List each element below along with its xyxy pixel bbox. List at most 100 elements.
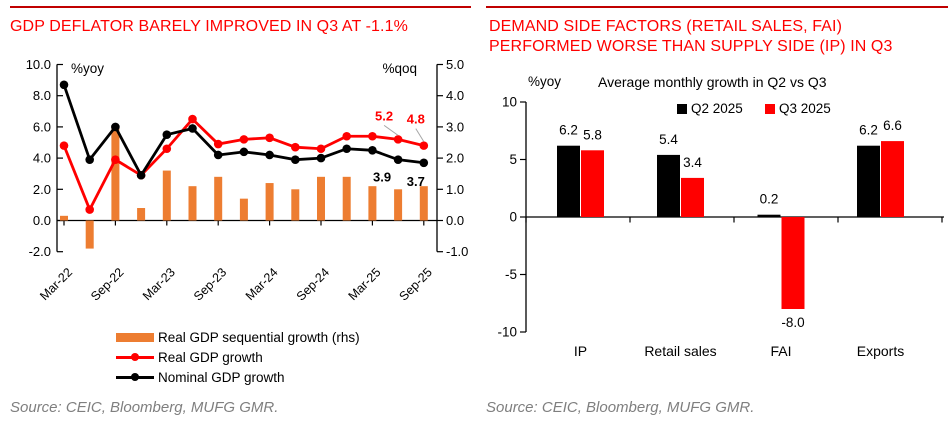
- qoq-bar: [317, 176, 325, 221]
- orange-bar-swatch: [116, 332, 154, 342]
- red-dot-icon: [131, 353, 139, 361]
- x-tick-label: Sep-25: [397, 265, 435, 303]
- legend-item-nominal-gdp: Nominal GDP growth: [116, 367, 360, 387]
- y-tick-label: 0.0: [446, 213, 464, 228]
- data-point: [393, 135, 403, 144]
- x-tick-label: Sep-23: [191, 265, 229, 303]
- y-tick-label: 5.0: [446, 57, 464, 72]
- left-source-note: Source: CEIC, Bloomberg, MUFG GMR.: [10, 399, 279, 416]
- data-point: [342, 131, 352, 141]
- y-tick-label: 10.0: [26, 57, 51, 72]
- data-point: [291, 142, 300, 152]
- qoq-bar: [85, 220, 94, 249]
- qoq-bar: [214, 176, 223, 221]
- qoq-bar: [239, 198, 248, 221]
- y-tick-label: 4.0: [33, 151, 51, 166]
- bar-value-label: 0.2: [760, 192, 779, 207]
- category-label: IP: [574, 343, 587, 359]
- red-line-swatch: [116, 353, 154, 361]
- right-y-axis-unit-label: %yoy: [528, 74, 562, 89]
- x-tick-label: Sep-22: [88, 265, 126, 303]
- data-point: [291, 155, 300, 164]
- legend-label: Real GDP sequential growth (rhs): [158, 329, 360, 345]
- right-y-axis-unit-label: %qoq: [382, 61, 417, 76]
- y-tick-label: 6.0: [33, 119, 51, 134]
- data-point: [419, 158, 429, 168]
- x-tick-label: Mar-25: [346, 265, 384, 303]
- y-tick-label: 0.0: [33, 213, 51, 228]
- data-point: [368, 131, 377, 141]
- black-dot-icon: [131, 373, 139, 381]
- qoq-bar: [419, 186, 428, 221]
- growth-bar: [857, 145, 880, 217]
- y-tick-label: 0: [509, 210, 517, 225]
- gdp-combo-chart: 10.0 8.0 6.0 4.0 2.0 0.0 -2.0 5.0 4.0 3.0 2.0 1.0 0.…: [26, 57, 469, 304]
- data-point: [188, 124, 197, 133]
- y-tick-label: 4.0: [446, 88, 464, 103]
- left-chart-legend: Real GDP sequential growth (rhs) Real GD…: [116, 327, 360, 387]
- y-tick-label: -5: [505, 267, 517, 282]
- y-tick-label: -2.0: [29, 244, 51, 259]
- x-tick-label: Mar-23: [140, 265, 178, 303]
- data-point: [162, 130, 172, 139]
- data-point: [265, 150, 274, 160]
- qoq-bar: [342, 176, 351, 221]
- y-tick-label: -10: [497, 325, 517, 340]
- data-point: [368, 146, 377, 155]
- qoq-bar: [291, 189, 300, 221]
- data-point: [59, 141, 69, 150]
- data-point: [85, 205, 94, 214]
- data-point: [265, 133, 274, 143]
- legend-label: Real GDP growth: [158, 349, 263, 365]
- qoq-bar: [394, 189, 403, 221]
- data-value-label: 4.8: [407, 112, 425, 127]
- growth-bar: [657, 154, 680, 217]
- leader-line: [383, 124, 399, 136]
- data-value-label: 3.7: [407, 174, 425, 189]
- left-panel-top-rule: [10, 6, 471, 8]
- category-label: Retail sales: [644, 343, 716, 359]
- category-label: Exports: [857, 343, 904, 359]
- legend-item-q3-2025: Q3 2025: [765, 101, 831, 116]
- legend-item-sequential-growth: Real GDP sequential growth (rhs): [116, 327, 360, 347]
- data-point: [59, 80, 69, 90]
- data-point: [213, 150, 223, 160]
- bar-value-label: 3.4: [683, 155, 702, 170]
- y-tick-label: 2.0: [33, 182, 51, 197]
- qoq-bar: [162, 170, 171, 221]
- growth-bar: [581, 150, 604, 217]
- data-point: [393, 155, 403, 164]
- qoq-bar: [265, 183, 274, 221]
- data-point: [136, 170, 146, 180]
- data-point: [213, 139, 223, 149]
- data-point: [188, 114, 197, 124]
- leader-line: [415, 128, 425, 142]
- data-point: [239, 147, 249, 157]
- qoq-bar: [60, 215, 68, 221]
- demand-supply-bar-chart: 10 5 0 -5 -10 6.2 5.4 0.2 6.2 5.8 3.4 -8.0 6.6 IP Reta…: [497, 95, 944, 359]
- data-point: [111, 122, 120, 132]
- y-tick-label: 2.0: [446, 151, 464, 166]
- y-tick-label: -1.0: [446, 244, 468, 259]
- category-label: FAI: [770, 343, 791, 359]
- bar-value-label: -8.0: [781, 315, 804, 330]
- right-chart-title-line2: PERFORMED WORSE THAN SUPPLY SIDE (IP) IN…: [489, 37, 893, 55]
- y-tick-label: 3.0: [446, 119, 464, 134]
- growth-bar: [557, 145, 580, 217]
- x-tick-label: Mar-22: [37, 265, 75, 303]
- right-chart-title: DEMAND SIDE FACTORS (RETAIL SALES, FAI) …: [489, 17, 892, 56]
- x-tick-label: Mar-24: [243, 265, 281, 303]
- legend-label: Q3 2025: [779, 101, 831, 116]
- bar-value-label: 6.2: [559, 123, 578, 138]
- legend-item-q2-2025: Q2 2025: [677, 101, 743, 116]
- x-tick-label: Sep-24: [294, 265, 332, 303]
- data-point: [162, 144, 172, 154]
- qoq-bar: [111, 126, 120, 221]
- black-square-icon: [677, 103, 687, 114]
- right-panel-top-rule: [486, 6, 948, 8]
- data-point: [316, 144, 326, 154]
- bar-value-label: 6.2: [859, 123, 878, 138]
- right-chart-subtitle: Average monthly growth in Q2 vs Q3: [598, 74, 827, 90]
- data-point: [239, 135, 249, 144]
- right-chart-title-line1: DEMAND SIDE FACTORS (RETAIL SALES, FAI): [489, 18, 843, 35]
